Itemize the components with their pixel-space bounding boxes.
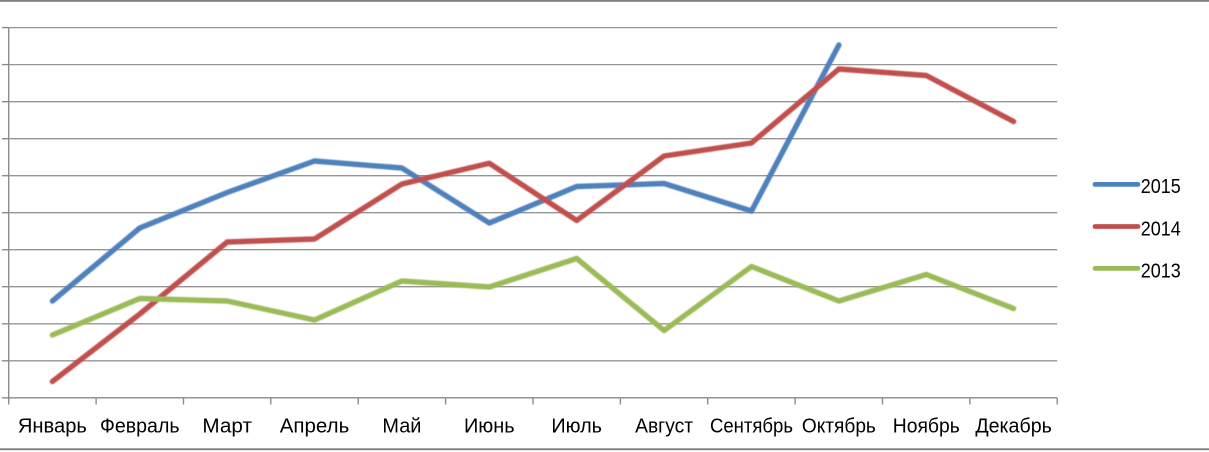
svg-text:Июнь: Июнь [464,415,515,437]
svg-text:Декабрь: Декабрь [975,415,1052,437]
svg-text:2015: 2015 [1141,175,1181,198]
svg-text:Июль: Июль [551,415,602,437]
svg-text:2014: 2014 [1141,217,1181,240]
svg-text:Январь: Январь [18,415,87,437]
svg-text:Сентябрь: Сентябрь [710,415,793,437]
svg-text:Апрель: Апрель [280,415,350,437]
svg-text:Февраль: Февраль [100,415,180,437]
svg-text:Май: Май [382,415,421,437]
svg-text:Ноябрь: Ноябрь [893,415,960,437]
svg-text:Март: Март [202,415,252,437]
svg-text:Август: Август [635,415,693,437]
svg-text:2013: 2013 [1141,259,1181,282]
svg-text:Октябрь: Октябрь [802,415,876,437]
